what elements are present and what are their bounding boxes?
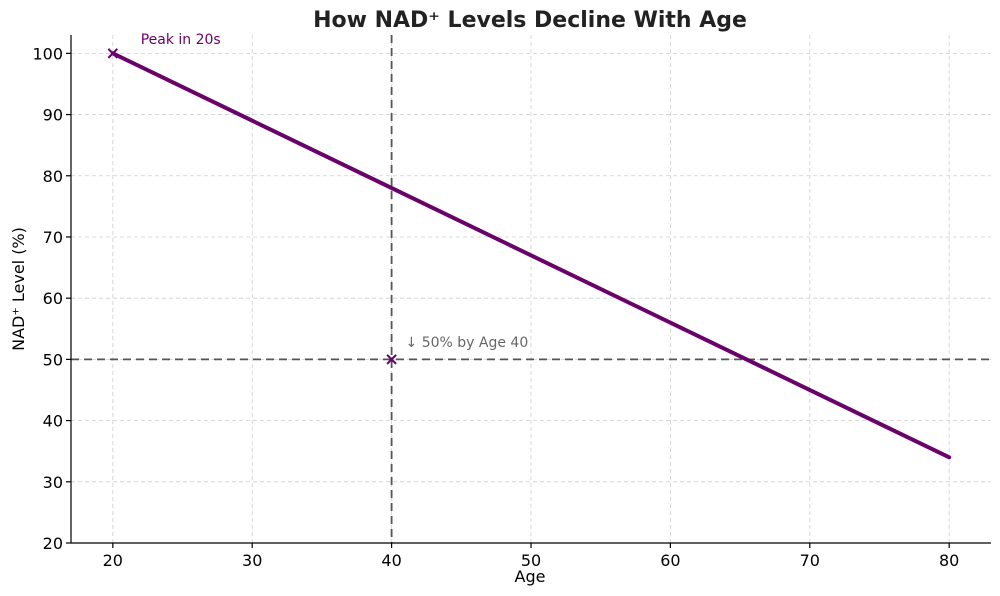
x-marker-stroke-b-0	[107, 48, 119, 59]
y-tick-label-40: 40	[43, 412, 63, 431]
annotation-1: ↓ 50% by Age 40	[406, 335, 529, 351]
x-axis-title: Age	[515, 567, 546, 586]
y-tick-label-60: 60	[43, 289, 63, 308]
x-tick-label-80: 80	[939, 551, 959, 570]
annotation-0: Peak in 20s	[141, 32, 221, 48]
grid-layer	[71, 35, 991, 544]
x-marker-1	[386, 354, 397, 365]
x-tick-label-30: 30	[242, 551, 262, 570]
annotation-layer: Peak in 20s ↓ 50% by Age 40	[141, 32, 529, 351]
y-tick-label-90: 90	[43, 106, 63, 125]
chart-title: How NAD⁺ Levels Decline With Age	[313, 8, 747, 33]
ticks-layer: 20 30 40 50 60 70 80 20 30 40 50 60 70 80 90 100	[32, 44, 959, 570]
y-axis-title: NAD⁺ Level (%)	[9, 227, 28, 351]
series-line-0	[110, 51, 952, 460]
reference-lines	[71, 35, 991, 543]
x-tick-label-50: 50	[521, 551, 541, 570]
y-tick-label-100: 100	[32, 44, 63, 63]
y-tick-label-30: 30	[43, 473, 63, 492]
y-tick-label-80: 80	[43, 167, 63, 186]
x-tick-label-40: 40	[381, 551, 401, 570]
y-tick-label-50: 50	[43, 350, 63, 369]
series-layer	[110, 51, 952, 460]
y-tick-label-20: 20	[43, 534, 63, 553]
x-tick-label-60: 60	[660, 551, 680, 570]
x-marker-stroke-b-1	[386, 354, 397, 365]
y-tick-label-70: 70	[43, 228, 63, 247]
x-tick-label-70: 70	[800, 551, 820, 570]
x-tick-label-20: 20	[103, 551, 123, 570]
marker-layer	[107, 48, 397, 365]
x-marker-0	[107, 48, 119, 59]
